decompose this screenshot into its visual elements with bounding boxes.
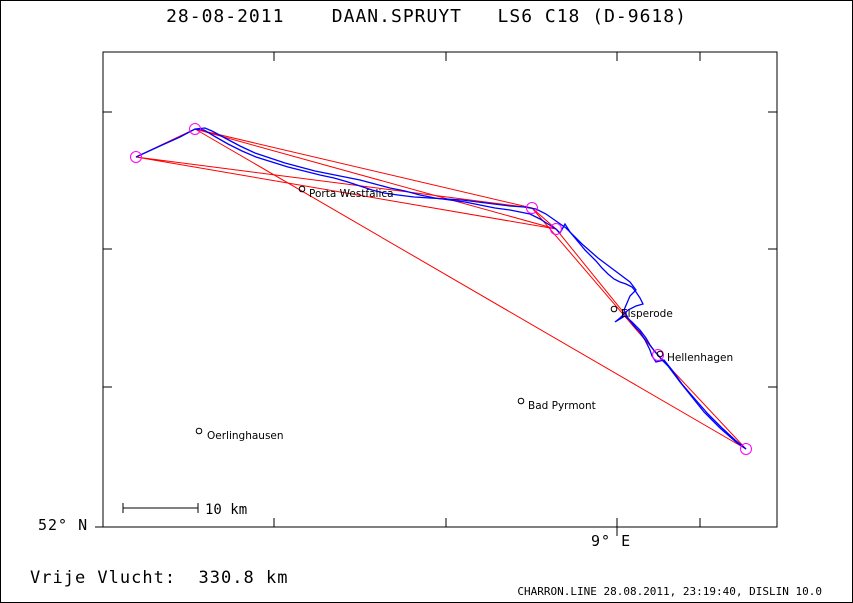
task-line-a	[135, 156, 558, 230]
task-line-b	[194, 128, 747, 450]
footer-info: CHARRON.LINE 28.08.2011, 23:19:40, DISLI…	[517, 585, 822, 598]
axis-ticks	[95, 52, 777, 536]
task-line-e	[194, 128, 533, 209]
place-label-porta-westfalica: Porta Westfalica	[309, 188, 394, 200]
place-label-oerlinghausen: Oerlinghausen	[207, 430, 284, 442]
free-flight-label: Vrije Vlucht:	[30, 568, 177, 588]
pilot-name: DAAN.SPRUYT	[331, 6, 463, 27]
place-label-elsperode: Elsperode	[621, 308, 673, 320]
place-labels: Porta Westfalica Elsperode Hellenhagen B…	[207, 188, 733, 442]
flight-date: 28-08-2011	[166, 6, 285, 27]
place-marker-bad-pyrmont	[517, 397, 525, 405]
glider-registration: (D-9618)	[592, 6, 687, 27]
plot-frame	[102, 51, 778, 528]
place-marker-hellenhagen	[656, 350, 664, 358]
free-flight-summary: Vrije Vlucht: 330.8 km	[30, 568, 288, 588]
longitude-label: 9° E	[591, 532, 632, 550]
turnpoint-6	[740, 443, 752, 455]
place-label-hellenhagen: Hellenhagen	[667, 352, 733, 364]
place-marker-elsperode	[610, 305, 618, 313]
latitude-label: 52° N	[38, 516, 89, 534]
turnpoints	[130, 123, 752, 455]
turnpoint-5	[652, 349, 664, 361]
task-line-d	[531, 207, 659, 356]
place-marker-porta-westfalica	[298, 185, 306, 193]
flight-title: 28-08-2011 DAAN.SPRUYT LS6 C18 (D-9618)	[0, 6, 853, 27]
flight-track	[135, 127, 747, 450]
scale-bar-label: 10 km	[205, 502, 247, 518]
place-label-bad-pyrmont: Bad Pyrmont	[528, 400, 596, 412]
place-markers	[195, 185, 664, 435]
free-flight-distance: 330.8 km	[198, 568, 289, 588]
turnpoint-3	[526, 202, 538, 214]
turnpoint-2	[189, 123, 201, 135]
scale-bar	[122, 503, 199, 513]
place-marker-oerlinghausen	[195, 427, 203, 435]
turnpoint-1	[130, 151, 142, 163]
task-lines	[135, 128, 747, 450]
turnpoint-4	[550, 223, 562, 235]
glider-type: LS6 C18	[497, 6, 581, 27]
